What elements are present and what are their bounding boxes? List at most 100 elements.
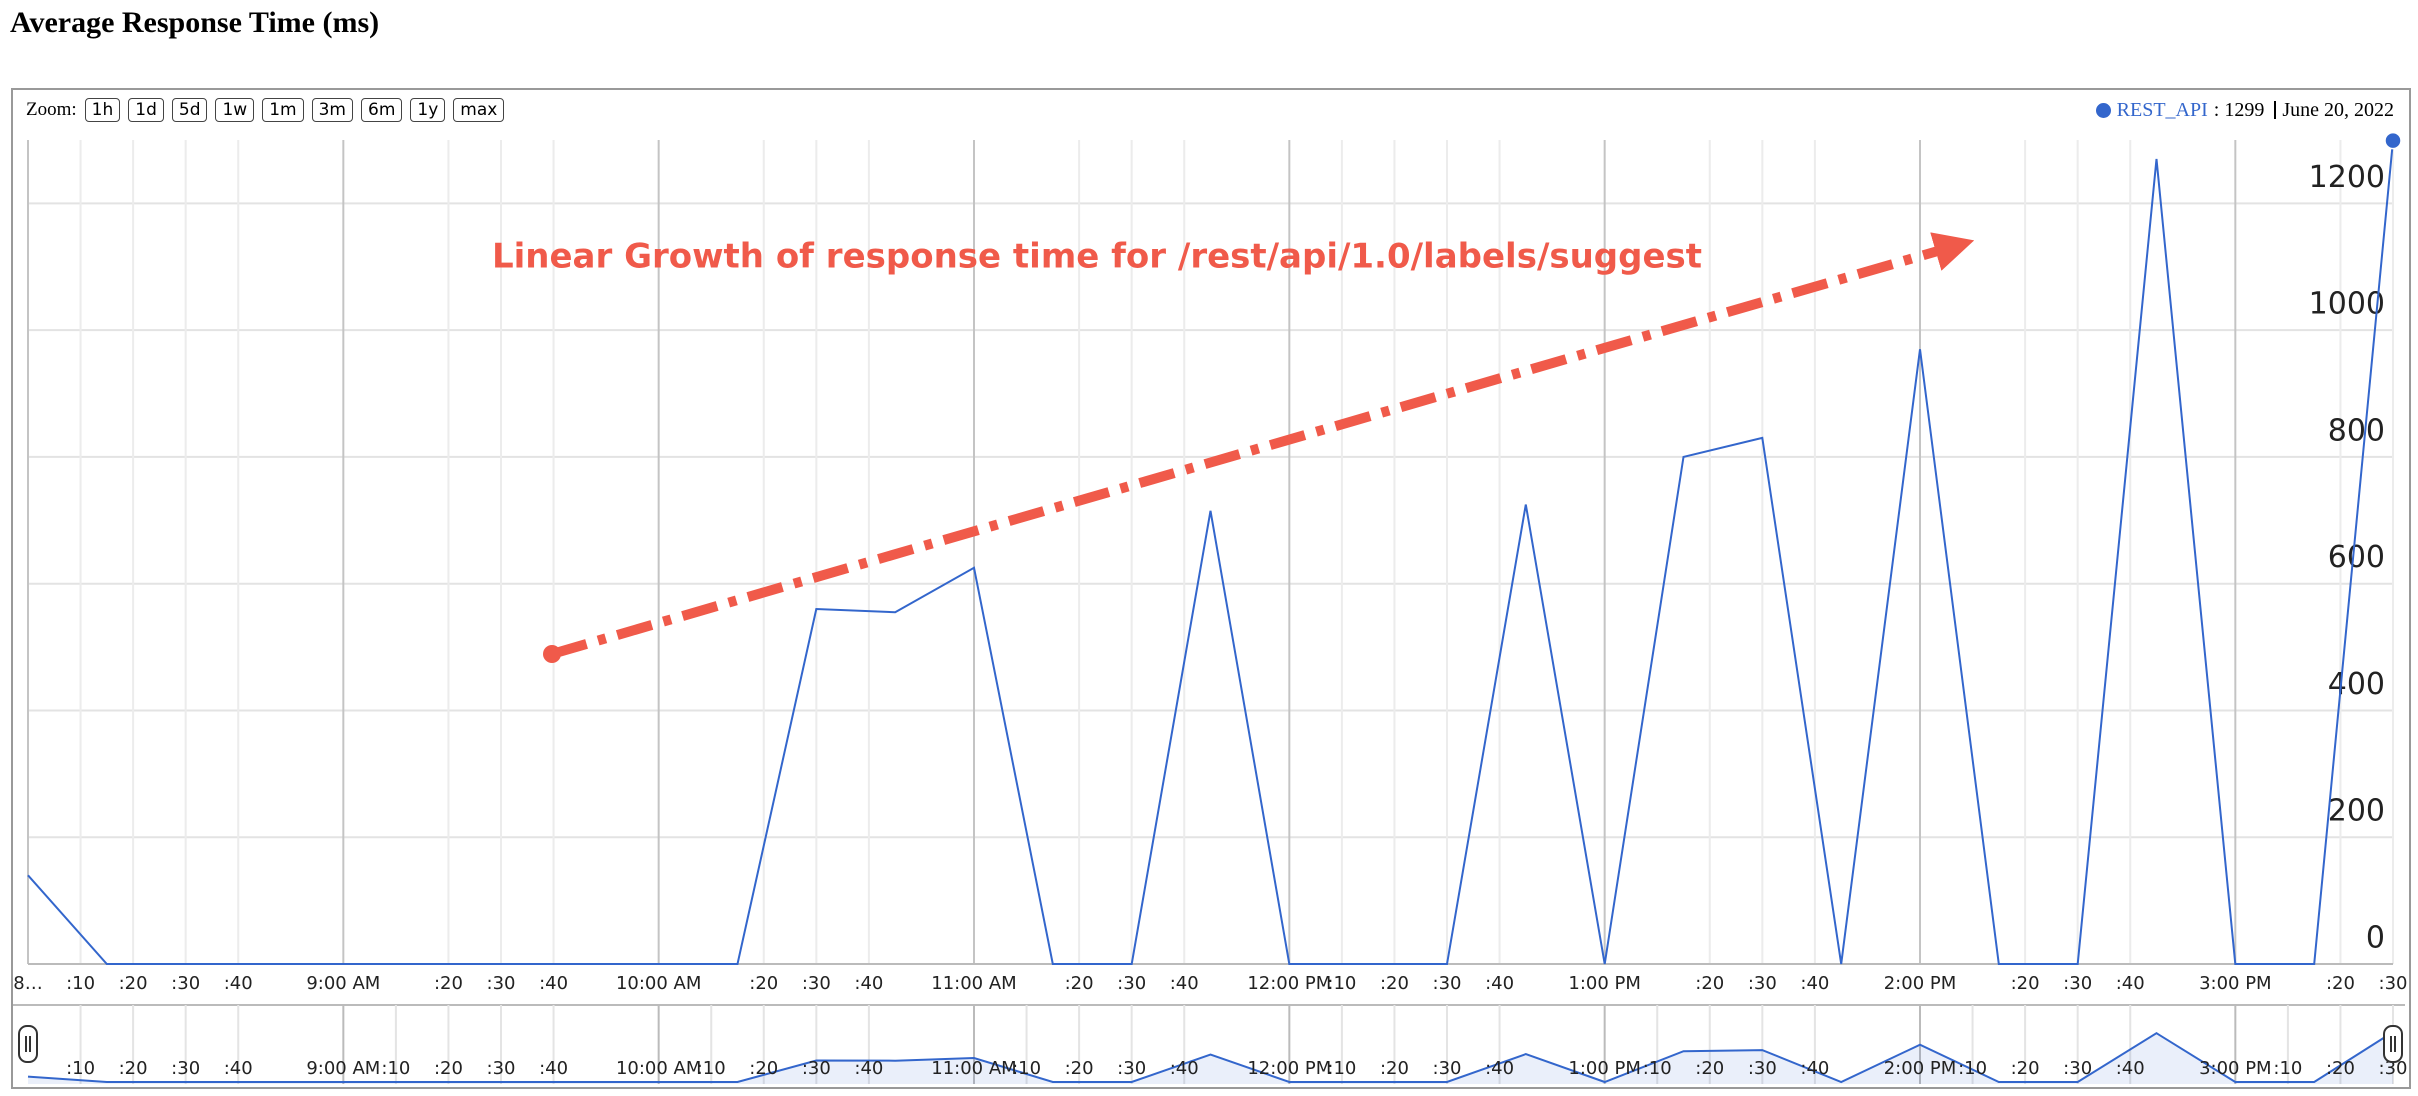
x-tick-label: :40: [854, 973, 883, 994]
navigator-tick-label: :20: [2326, 1058, 2355, 1079]
navigator-tick-label: :20: [749, 1058, 778, 1079]
navigator-tick-label: :40: [1170, 1058, 1199, 1079]
zoom-button[interactable]: 5d: [171, 98, 208, 122]
x-tick-label: :20: [1065, 973, 1094, 994]
navigator-tick-label: :10: [1012, 1058, 1041, 1079]
navigator-tick-label: :30: [2063, 1058, 2092, 1079]
x-tick-label: :20: [1380, 973, 1409, 994]
zoom-button[interactable]: 1d: [128, 98, 164, 122]
x-tick-label: 11:00 AM: [931, 973, 1016, 994]
legend-swatch: [2095, 102, 2111, 118]
navigator-tick-label: :30: [802, 1058, 831, 1079]
navigator-tick-label: :20: [1380, 1058, 1409, 1079]
x-tick-label: :30: [1117, 973, 1146, 994]
navigator-tick-label: 11:00 AM: [931, 1058, 1016, 1079]
zoom-button[interactable]: max: [453, 98, 505, 122]
navigator-handle: [18, 1025, 38, 1063]
x-tick-label: :30: [1433, 973, 1462, 994]
legend-date: June 20, 2022: [2274, 100, 2394, 120]
x-tick-label: 8…: [13, 973, 42, 994]
navigator-tick-label: :40: [854, 1058, 883, 1079]
navigator-tick-label: :10: [1958, 1058, 1987, 1079]
navigator-tick-label: :30: [2379, 1058, 2408, 1079]
x-tick-label: :30: [1748, 973, 1777, 994]
navigator-tick-label: :20: [1065, 1058, 1094, 1079]
zoom-toolbar: Zoom: 1h 1d 5d 1w 1m 3m 6m 1y max: [26, 96, 505, 124]
x-tick-label: :20: [2326, 973, 2355, 994]
navigator-tick-label: 12:00 PM: [1247, 1058, 1331, 1079]
x-tick-label: :20: [2011, 973, 2040, 994]
navigator-area: [28, 1032, 2393, 1084]
navigator-tick-label: :20: [2011, 1058, 2040, 1079]
x-tick-label: :30: [2063, 973, 2092, 994]
annotation-arrow: [550, 232, 1975, 659]
navigator-tick-label: :10: [1327, 1058, 1356, 1079]
navigator-tick-label: :30: [1117, 1058, 1146, 1079]
legend-value: : 1299: [2213, 98, 2265, 121]
navigator-tick-label: 2:00 PM: [1884, 1058, 1957, 1079]
grid: [27, 140, 2394, 965]
x-tick-label: :10: [66, 973, 95, 994]
navigator-line: [27, 1031, 2394, 1084]
y-tick-label: 1000: [2309, 287, 2385, 322]
navigator-tick-label: :20: [1695, 1058, 1724, 1079]
x-tick-label: 3:00 PM: [2199, 973, 2272, 994]
annotation: Linear Growth of response time for /rest…: [492, 237, 1702, 277]
x-tick-label: 1:00 PM: [1568, 973, 1641, 994]
x-tick-label: :40: [2116, 973, 2145, 994]
zoom-button[interactable]: 3m: [311, 98, 353, 122]
y-tick-label: 600: [2328, 540, 2385, 575]
zoom-button[interactable]: 1m: [262, 98, 304, 122]
x-tick-label: :40: [1800, 973, 1829, 994]
navigator-tick-label: :10: [66, 1058, 95, 1079]
navigator-tick-label: 10:00 AM: [616, 1058, 701, 1079]
x-tick-label: :20: [434, 973, 463, 994]
line: [27, 140, 2394, 965]
x-tick-label: :20: [119, 973, 148, 994]
x-tick-label: :30: [487, 973, 516, 994]
x-tick-label: :20: [749, 973, 778, 994]
navigator-tick-label: 3:00 PM: [2199, 1058, 2272, 1079]
x-tick-label: :10: [1327, 973, 1356, 994]
x-tick-label: :30: [2379, 973, 2408, 994]
navigator-tick-label: :10: [1643, 1058, 1672, 1079]
navigator-handle: [2383, 1025, 2403, 1063]
x-tick-label: :30: [171, 973, 200, 994]
y-tick-label: 800: [2328, 413, 2385, 448]
y-tick-label: 0: [2366, 921, 2385, 956]
legend-entry: REST_API: [2116, 98, 2208, 121]
navigator-tick-label: :40: [224, 1058, 253, 1079]
x-tick-label: :40: [1485, 973, 1514, 994]
navigator-tick-label: :40: [1485, 1058, 1514, 1079]
page-title: Average Response Time (ms): [10, 6, 380, 39]
x-tick-label: 10:00 AM: [616, 973, 701, 994]
navigator-tick-label: :30: [487, 1058, 516, 1079]
navigator-tick-label: :30: [1748, 1058, 1777, 1079]
x-tick-label: :40: [224, 973, 253, 994]
annotation-arrow-start: [543, 645, 561, 663]
zoom-button[interactable]: 1y: [410, 98, 446, 122]
navigator-tick-label: :10: [2273, 1058, 2302, 1079]
chart-frame: [11, 88, 2411, 1089]
highlight-point: [2384, 131, 2402, 150]
y-tick-label: 1200: [2309, 160, 2385, 195]
x-tick-label: :20: [1695, 973, 1724, 994]
navigator-tick-label: :20: [434, 1058, 463, 1079]
x-tick-label: 12:00 PM: [1247, 973, 1331, 994]
x-tick-label: :40: [539, 973, 568, 994]
navigator-tick-label: :20: [119, 1058, 148, 1079]
navigator-tick-label: :30: [171, 1058, 200, 1079]
navigator-tick-label: :10: [381, 1058, 410, 1079]
navigator-tick-label: :40: [539, 1058, 568, 1079]
x-tick-label: :30: [802, 973, 831, 994]
x-tick-label: 9:00 AM: [306, 973, 380, 994]
y-tick-label: 400: [2328, 667, 2385, 702]
y-tick-label: 200: [2328, 794, 2385, 829]
zoom-button[interactable]: 1h: [84, 98, 121, 122]
navigator-tick-label: :40: [1800, 1058, 1829, 1079]
navigator-tick-label: 1:00 PM: [1568, 1058, 1641, 1079]
zoom-button[interactable]: 1w: [215, 98, 255, 122]
zoom-button[interactable]: 6m: [361, 98, 403, 122]
